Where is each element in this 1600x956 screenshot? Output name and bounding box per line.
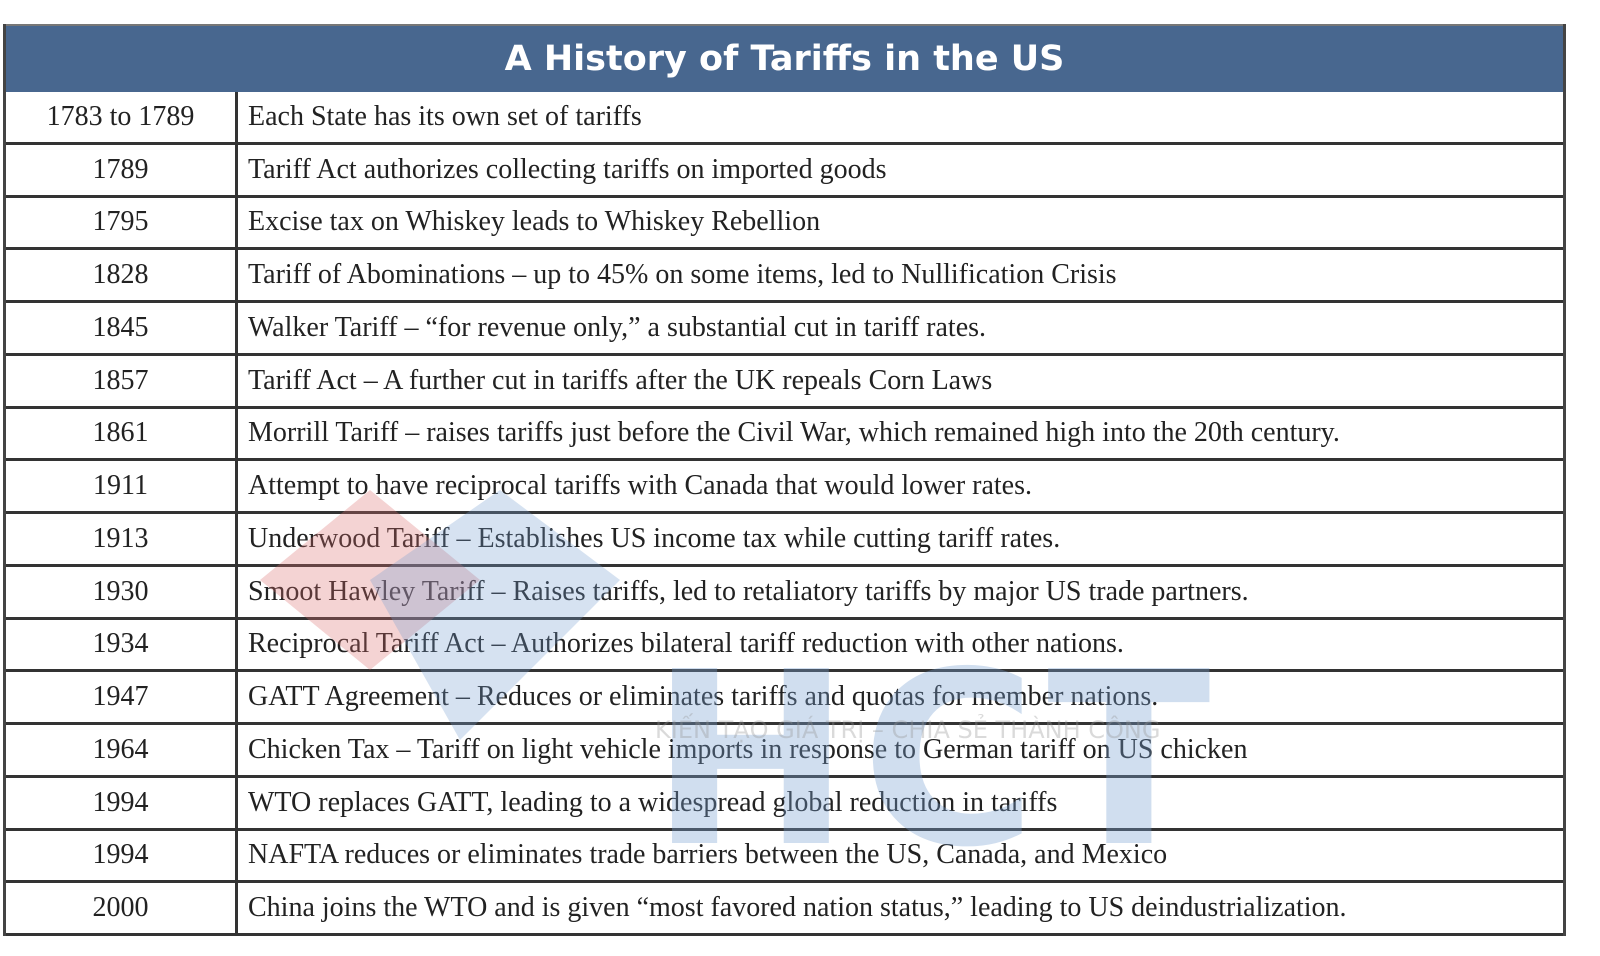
table-row: 1828 Tariff of Abominations – up to 45% o… [6, 250, 1563, 303]
table-row: 1861 Morrill Tariff – raises tariffs just… [6, 408, 1563, 462]
year-cell: 1911 [6, 461, 238, 511]
table-row: 1795 Excise tax on Whiskey leads to Whisk… [6, 197, 1563, 251]
year-cell: 2000 [6, 883, 238, 933]
event-cell: Tariff Act authorizes collecting tariffs… [248, 153, 887, 185]
event-cell: Each State has its own set of tariffs [248, 100, 642, 132]
event-cell: Smoot Hawley Tariff – Raises tariffs, le… [248, 575, 1249, 607]
year-cell: 1783 to 1789 [6, 92, 238, 142]
table-body: 1783 to 1789 Each State has its own set o… [6, 92, 1563, 936]
event-cell: Tariff Act – A further cut in tariffs af… [248, 364, 993, 396]
year-cell: 1789 [6, 144, 238, 195]
tariff-history-table: A History of Tariffs in the US 1783 to 1… [3, 24, 1566, 936]
table-row: 1994 WTO replaces GATT, leading to a wide… [6, 777, 1563, 831]
table-row: 1789 Tariff Act authorizes collecting tar… [6, 144, 1563, 198]
event-cell: Excise tax on Whiskey leads to Whiskey R… [248, 206, 821, 238]
year-cell: 1994 [6, 830, 238, 881]
event-cell: Attempt to have reciprocal tariffs with … [248, 470, 1032, 502]
table-row: 1845 Walker Tariff – “for revenue only,” … [6, 303, 1563, 356]
event-cell: WTO replaces GATT, leading to a widespre… [248, 786, 1058, 818]
year-cell: 1930 [6, 566, 238, 617]
year-cell: 1861 [6, 408, 238, 459]
year-cell: 1934 [6, 619, 238, 670]
table-row: 1930 Smoot Hawley Tariff – Raises tariffs… [6, 566, 1563, 620]
table-row: 1947 GATT Agreement – Reduces or eliminat… [6, 672, 1563, 725]
table-row: 1911 Attempt to have reciprocal tariffs w… [6, 461, 1563, 514]
table-row: 1857 Tariff Act – A further cut in tariff… [6, 355, 1563, 409]
table-row: 1994 NAFTA reduces or eliminates trade ba… [6, 830, 1563, 884]
event-cell: Reciprocal Tariff Act – Authorizes bilat… [248, 628, 1124, 660]
table-row: 1964 Chicken Tax – Tariff on light vehicl… [6, 725, 1563, 778]
event-cell: Walker Tariff – “for revenue only,” a su… [248, 311, 987, 343]
table-title: A History of Tariffs in the US [6, 24, 1563, 92]
year-cell: 1964 [6, 725, 238, 775]
event-cell: NAFTA reduces or eliminates trade barrie… [248, 839, 1168, 871]
year-cell: 1828 [6, 250, 238, 300]
table-row: 1783 to 1789 Each State has its own set o… [6, 92, 1563, 145]
event-cell: GATT Agreement – Reduces or eliminates t… [248, 681, 1159, 713]
event-cell: Tariff of Abominations – up to 45% on so… [248, 259, 1117, 291]
year-cell: 1994 [6, 777, 238, 828]
table-row: 1913 Underwood Tariff – Establishes US in… [6, 514, 1563, 567]
year-cell: 1857 [6, 355, 238, 406]
year-cell: 1795 [6, 197, 238, 248]
event-cell: China joins the WTO and is given “most f… [248, 892, 1347, 924]
table-row: 1934 Reciprocal Tariff Act – Authorizes b… [6, 619, 1563, 673]
table-row: 2000 China joins the WTO and is given “mo… [6, 883, 1563, 936]
year-cell: 1913 [6, 514, 238, 564]
event-cell: Underwood Tariff – Establishes US income… [248, 522, 1061, 554]
event-cell: Morrill Tariff – raises tariffs just bef… [248, 417, 1340, 449]
event-cell: Chicken Tax – Tariff on light vehicle im… [248, 733, 1248, 765]
year-cell: 1947 [6, 672, 238, 722]
year-cell: 1845 [6, 303, 238, 353]
